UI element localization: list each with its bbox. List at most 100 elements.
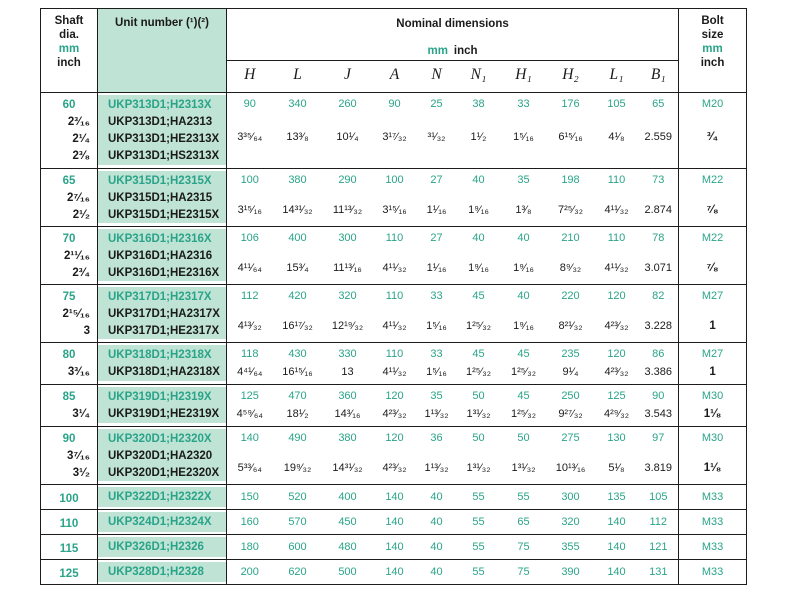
unit-number: UKP315D1;H2315X [108,175,212,187]
dim-cell-L: 600 [272,534,323,560]
bolt-size-cell: M20 ³⁄₄ [678,92,748,169]
mm-value: 300 [338,232,357,244]
mm-value: 55 [472,490,485,503]
mm-value: 500 [338,565,357,578]
bolt-mm-value: M27 [701,290,724,302]
dim-cell-A: 110 4¹¹⁄₃₂ [372,284,417,343]
dim-cell-H: 125 4⁵⁹⁄₆₄ [226,384,273,427]
dim-cell-L1: 105 4¹⁄₈ [594,92,639,169]
mm-value: 40 [472,232,485,244]
dim-cell-L1: 140 [594,509,639,535]
mm-value: 176 [561,98,580,110]
dim-cell-J: 260 10¹⁄₄ [322,92,373,169]
dim-cell-H1: 65 [500,509,547,535]
mm-value: 275 [561,432,580,444]
bolt-header-mm: mm [702,43,723,55]
mm-value: 50 [472,390,485,402]
inch-value: 4¹¹⁄₃₂ [382,320,407,332]
inch-value: 5¹⁄₈ [608,462,625,474]
inch-value: 1⁹⁄₁₆ [513,262,534,274]
inch-value: 1¹⁄₂ [470,131,487,143]
dim-cell-H: 180 [226,534,273,560]
dim-cell-N1: 38 1¹⁄₂ [456,92,501,169]
inch-value: 13 [341,366,354,378]
mm-value: 110 [385,290,404,302]
inch-value: 11¹³⁄₃₂ [332,204,363,216]
dim-letter-B1: B₁ [638,60,679,93]
mm-value: 90 [243,98,256,110]
shaft-mm-value: 75 [62,291,76,303]
unit-number-header: Unit number (¹)(²) [97,8,227,93]
shaft-header-mm: mm [58,43,80,55]
inch-value: 4¹¹⁄₃₂ [604,262,629,274]
dim-cell-B1: 82 3.228 [638,284,679,343]
dim-cell-N1: 45 1²⁵⁄₃₂ [456,342,501,385]
mm-value: 210 [561,232,580,244]
unit-number-cell: UKP318D1;H2318X UKP318D1;HA2318X [97,342,227,385]
mm-value: 125 [240,390,259,402]
bolt-mm-value: M20 [701,98,724,110]
inch-value: 1²⁵⁄₃₂ [466,366,491,378]
mm-value: 260 [338,98,357,110]
inch-value: 1³⁄₈ [515,204,532,216]
dim-cell-L: 420 16¹⁷⁄₃₂ [272,284,323,343]
dim-cell-H: 100 3¹⁵⁄₁₆ [226,168,273,227]
inch-value: 3.386 [644,366,673,378]
dim-cell-L1: 135 [594,484,639,510]
mm-value: 35 [430,390,443,402]
inch-value: 3¹⁵⁄₁₆ [237,204,262,216]
shaft-inch-value: 3⁷⁄₁₆ [66,450,90,462]
shaft-dia-cell: 90 3⁷⁄₁₆ 3¹⁄₂ [40,426,98,485]
bolt-size-cell: M33 [678,484,748,510]
mm-value: 340 [288,98,307,110]
shaft-inch-value: 2¹⁄₂ [72,209,90,221]
inch-value: 4⁵⁹⁄₆₄ [236,408,263,420]
mm-value: 90 [388,98,401,110]
inch-value: 3.819 [644,462,673,474]
table-row: 100 UKP322D1;H2322X 150 520 400 140 40 55 55 300 1… [40,484,748,510]
unit-number-box: UKP326D1;H2326 [98,537,226,557]
mm-value: 65 [652,98,665,110]
dim-cell-H2: 198 7²⁵⁄₃₂ [546,168,595,227]
mm-value: 120 [607,348,626,360]
dim-cell-H1: 40 1⁹⁄₁₆ [500,284,547,343]
mm-value: 360 [338,390,357,402]
mm-value: 140 [385,565,404,578]
table-row: 85 3¹⁄₄ UKP319D1;H2319X UKP319D1;HE2319X 125… [40,384,748,427]
unit-number-box: UKP316D1;H2316X UKP316D1;HA2316 UKP316D1;H… [98,229,226,281]
bolt-inch-value: ³⁄₄ [706,131,719,143]
inch-value: 3.543 [644,408,673,420]
dim-cell-H2: 390 [546,559,595,585]
shaft-mm-value: 100 [59,492,79,505]
mm-value: 40 [430,515,443,528]
mm-value: 40 [517,290,530,302]
unit-number: UKP315D1;HE2315X [108,209,220,221]
dim-cell-H2: 220 8²¹⁄₃₂ [546,284,595,343]
shaft-dia-cell: 65 2⁷⁄₁₆ 2¹⁄₂ [40,168,98,227]
mm-value: 140 [385,515,404,528]
inch-value: 1⁹⁄₁₆ [468,262,489,274]
mm-value: 55 [472,515,485,528]
table-row: 80 3³⁄₁₆ UKP318D1;H2318X UKP318D1;HA2318X 11… [40,342,748,385]
dim-cell-N1: 55 [456,559,501,585]
dim-cell-H2: 320 [546,509,595,535]
inch-value: ³¹⁄₃₂ [427,131,446,143]
dim-letter-N1: N₁ [456,60,501,93]
dim-letter-H: H [226,60,273,93]
inch-value: 5³³⁄₆₄ [237,462,262,474]
unit-number: UKP313D1;H2313X [108,99,212,111]
bolt-mm-value: M27 [701,348,724,360]
inch-value: 14³¹⁄₃₂ [282,204,313,216]
mm-value: 45 [472,290,485,302]
dim-cell-B1: 73 2.874 [638,168,679,227]
inch-value: 1²⁵⁄₃₂ [466,320,491,332]
bolt-inch-value: 1 [709,366,716,378]
mm-value: 250 [561,390,580,402]
dim-cell-L: 380 14³¹⁄₃₂ [272,168,323,227]
bolt-mm-value: M33 [701,565,724,578]
dim-cell-N1: 50 1³¹⁄₃₂ [456,426,501,485]
bolt-size-cell: M27 1 [678,342,748,385]
bolt-inch-value: 1¹⁄₈ [703,462,722,474]
mm-value: 40 [430,565,443,578]
